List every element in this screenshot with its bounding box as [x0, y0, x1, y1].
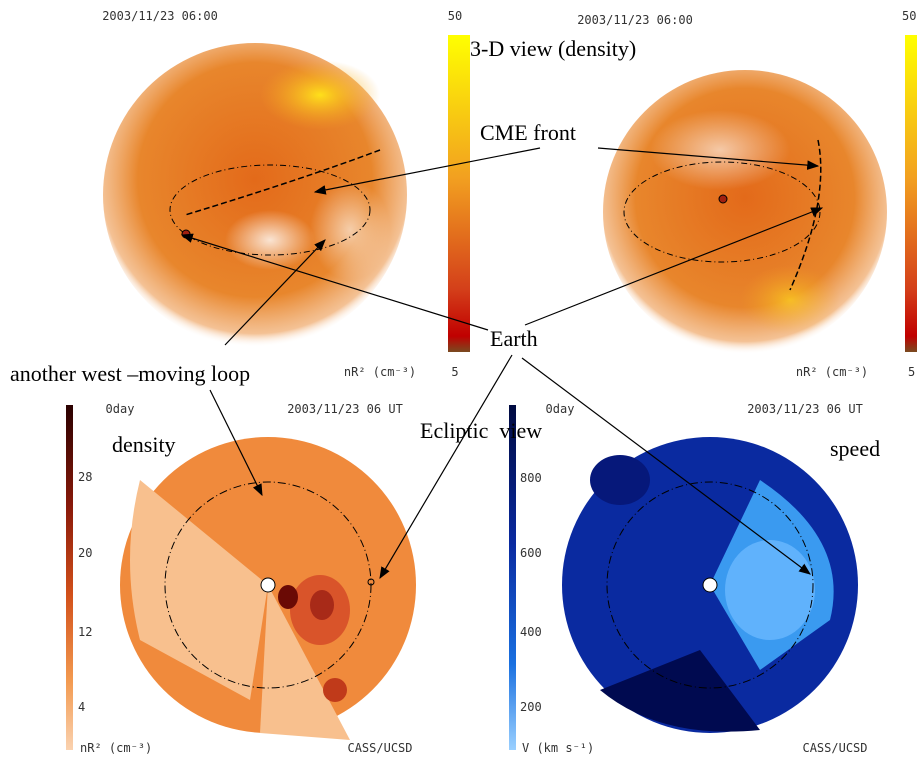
day-label: 0day: [106, 402, 135, 416]
annotation: Earth: [490, 326, 538, 351]
scale-label: 28: [78, 470, 92, 484]
annotation: density: [112, 432, 176, 457]
annotation: 3-D view (density): [470, 36, 636, 61]
scale-label: 800: [520, 471, 542, 485]
density-map: [120, 437, 416, 740]
colorbar: [448, 35, 470, 352]
units: V (km s⁻¹): [522, 741, 594, 755]
arrows: [180, 147, 824, 580]
day-label: 0day: [546, 402, 575, 416]
timestamp: 2003/11/23 06 UT: [287, 402, 403, 416]
annotation: another west –moving loop: [10, 361, 250, 386]
timestamp: 2003/11/23 06:00: [577, 13, 693, 27]
scale-label: 5: [451, 365, 458, 379]
annotation: CME front: [480, 120, 576, 145]
units: nR² (cm⁻³): [344, 365, 416, 379]
credit: CASS/UCSD: [802, 741, 867, 755]
scale-label: 50: [448, 9, 462, 23]
sphere-view-1: [103, 43, 407, 347]
scale-label: 400: [520, 625, 542, 639]
timestamp: 2003/11/23 06 UT: [747, 402, 863, 416]
scale-label: 20: [78, 546, 92, 560]
colorbar: [905, 35, 917, 352]
scale-label: 12: [78, 625, 92, 639]
colorbar: [509, 405, 516, 750]
speed-map: [562, 437, 858, 733]
units: nR² (cm⁻³): [80, 741, 152, 755]
sphere-view-2: [603, 70, 887, 354]
annotation: Ecliptic view: [420, 418, 542, 443]
scale-label: 50: [902, 9, 916, 23]
units: nR² (cm⁻³): [796, 365, 868, 379]
scale-label: 4: [78, 700, 85, 714]
credit: CASS/UCSD: [347, 741, 412, 755]
scale-label: 200: [520, 700, 542, 714]
annotation: speed: [830, 436, 880, 461]
scale-label: 600: [520, 546, 542, 560]
colorbar: [66, 405, 73, 750]
scale-label: 5: [908, 365, 915, 379]
timestamp: 2003/11/23 06:00: [102, 9, 218, 23]
